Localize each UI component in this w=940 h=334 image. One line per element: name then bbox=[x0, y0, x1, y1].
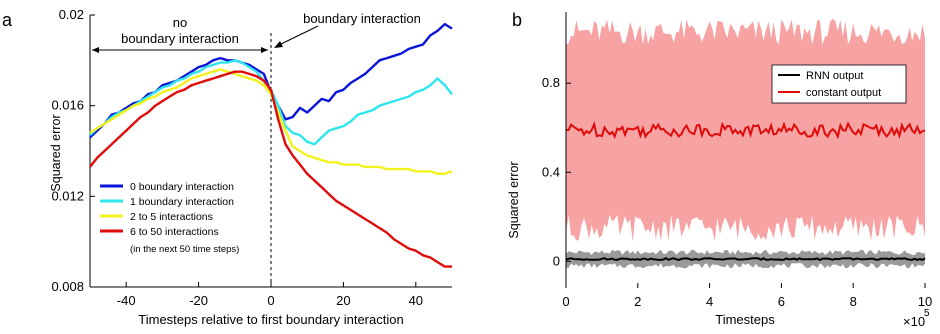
no-label: no bbox=[173, 15, 187, 30]
panel-b-x-tick-label: 0 bbox=[562, 294, 569, 309]
legend-entry-label: 1 boundary interaction bbox=[130, 196, 234, 208]
panel-a-y-tick-label: 0.012 bbox=[51, 188, 84, 203]
panel-b-x-tick-label: 10 bbox=[918, 294, 932, 309]
boundary-interaction-left-label: boundary interaction bbox=[121, 31, 239, 46]
panel-a-legend: 0 boundary interaction 1 boundary interac… bbox=[100, 181, 234, 238]
pointer-arrow bbox=[276, 25, 319, 47]
panel-a-x-tick-label: -20 bbox=[189, 293, 208, 308]
legend-entry-label: 6 to 50 interactions bbox=[130, 226, 219, 238]
pointer-arrowhead bbox=[274, 41, 283, 48]
panel-b-x-tick-label: 4 bbox=[706, 294, 713, 309]
panel-a-letter: a bbox=[2, 10, 13, 30]
panel-a-x-tick-label: -40 bbox=[117, 293, 136, 308]
panel-b-x-multiplier-exponent: 5 bbox=[924, 308, 930, 319]
legend-entry-label: 0 boundary interaction bbox=[130, 181, 234, 193]
panel-a-x-tick-label: 0 bbox=[267, 293, 274, 308]
panel-a-y-tick-label: 0.02 bbox=[59, 7, 84, 22]
panel-b-letter: b bbox=[512, 10, 522, 30]
panel-b-y-tick-label: 0.8 bbox=[542, 75, 560, 90]
panel-b-x-tick-label: 8 bbox=[850, 294, 857, 309]
panel-a-x-tick-label: 40 bbox=[409, 293, 423, 308]
panel-b-y-tick-label: 0 bbox=[553, 253, 560, 268]
panel-a-chart: -40 -20 0 20 40 0.008 0.012 0.016 0.02 no bound… bbox=[49, 7, 453, 327]
panel-a-y-tick-label: 0.016 bbox=[51, 98, 84, 113]
panel-a-y-label: Squared error bbox=[49, 114, 63, 191]
panel-b-series-line-1 bbox=[565, 120, 926, 140]
panel-b-y-label: Squared error bbox=[507, 161, 521, 238]
boundary-interaction-right-label: boundary interaction bbox=[303, 11, 421, 26]
panel-b-x-tick-label: 2 bbox=[634, 294, 641, 309]
panel-a-series-line-3 bbox=[89, 70, 452, 268]
legend-entry-label: 2 to 5 interactions bbox=[130, 211, 213, 223]
panel-b-legend-box bbox=[771, 64, 907, 104]
right-arrowhead bbox=[261, 47, 268, 53]
legend-constant-label: constant output bbox=[806, 87, 881, 99]
panel-b-x-label: Timesteps bbox=[715, 312, 775, 327]
panel-b-chart: 0 2 4 6 8 10 0 0.4 0.8 RNN output constant outp… bbox=[507, 12, 932, 329]
panel-b-x-multiplier: ×10 bbox=[903, 314, 925, 329]
left-arrowhead bbox=[92, 47, 99, 53]
panel-a-x-tick-label: 20 bbox=[336, 293, 350, 308]
panel-a-x-label: Timesteps relative to first boundary int… bbox=[138, 312, 403, 327]
legend-rnn-label: RNN output bbox=[806, 70, 863, 82]
panel-a-series-line-2 bbox=[89, 68, 453, 175]
panel-b-y-tick-label: 0.4 bbox=[542, 164, 560, 179]
panel-a-y-tick-label: 0.008 bbox=[51, 279, 84, 294]
legend-note: (in the next 50 time steps) bbox=[130, 244, 239, 255]
panel-b-series-line-0 bbox=[565, 257, 926, 262]
panel-b-x-tick-label: 6 bbox=[778, 294, 785, 309]
